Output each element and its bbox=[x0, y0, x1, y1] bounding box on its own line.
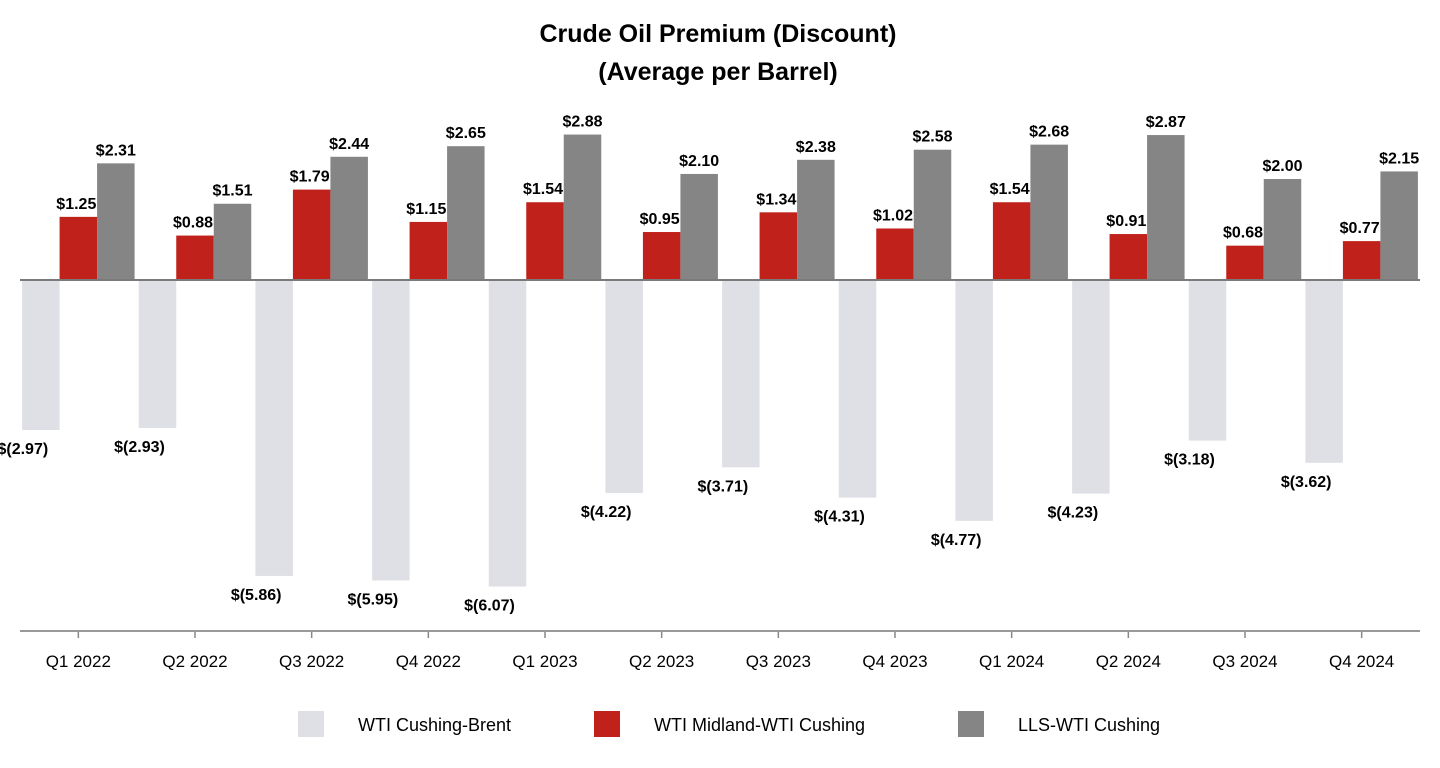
data-label: $1.54 bbox=[990, 181, 1030, 198]
data-label: $1.79 bbox=[290, 169, 330, 186]
bar-lls-wti-cushing bbox=[97, 163, 135, 280]
data-label: $(5.95) bbox=[347, 591, 398, 608]
bar-wti-midland-wti-cushing bbox=[292, 189, 331, 280]
data-label: $1.02 bbox=[873, 207, 913, 224]
data-label: $(3.71) bbox=[697, 478, 748, 495]
data-label: $2.31 bbox=[96, 142, 136, 159]
data-label: $(3.18) bbox=[1164, 452, 1215, 469]
data-label: $(4.77) bbox=[931, 532, 982, 549]
data-label: $(4.31) bbox=[814, 509, 865, 526]
data-label: $(4.22) bbox=[581, 504, 632, 521]
bar-wti-cushing-brent bbox=[22, 280, 60, 430]
bar-wti-cushing-brent bbox=[1305, 280, 1343, 463]
data-label: $0.95 bbox=[640, 211, 680, 228]
x-tick-label: Q2 2022 bbox=[162, 652, 227, 671]
bar-wti-midland-wti-cushing bbox=[876, 228, 914, 280]
bar-wti-midland-wti-cushing bbox=[992, 202, 1031, 280]
bar-wti-midland-wti-cushing bbox=[526, 202, 564, 280]
data-label: $1.54 bbox=[523, 181, 563, 198]
bar-lls-wti-cushing bbox=[1030, 144, 1068, 280]
data-label: $2.87 bbox=[1146, 114, 1186, 131]
bar-wti-midland-wti-cushing bbox=[642, 232, 681, 280]
x-tick-label: Q4 2024 bbox=[1329, 652, 1394, 671]
bar-wti-midland-wti-cushing bbox=[1109, 234, 1148, 280]
bar-wti-cushing-brent bbox=[1188, 280, 1227, 441]
x-tick-label: Q4 2023 bbox=[862, 652, 927, 671]
bar-lls-wti-cushing bbox=[913, 149, 952, 280]
bar-wti-cushing-brent bbox=[1072, 280, 1110, 494]
data-label: $(6.07) bbox=[464, 598, 515, 615]
bar-lls-wti-cushing bbox=[563, 134, 602, 280]
data-label: $(2.97) bbox=[0, 441, 48, 458]
x-tick-label: Q3 2022 bbox=[279, 652, 344, 671]
data-label: $2.44 bbox=[329, 136, 369, 153]
data-label: $2.38 bbox=[796, 139, 836, 156]
bar-wti-midland-wti-cushing bbox=[59, 216, 98, 280]
data-label: $1.51 bbox=[212, 183, 252, 200]
x-tick-label: Q4 2022 bbox=[396, 652, 461, 671]
x-tick-label: Q3 2024 bbox=[1212, 652, 1277, 671]
data-label: $0.91 bbox=[1106, 213, 1146, 230]
x-tick-label: Q3 2023 bbox=[746, 652, 811, 671]
legend-swatch bbox=[594, 711, 620, 737]
bar-lls-wti-cushing bbox=[680, 173, 718, 280]
data-label: $0.77 bbox=[1340, 220, 1380, 237]
data-label: $(2.93) bbox=[114, 439, 165, 456]
chart-title: Crude Oil Premium (Discount) bbox=[540, 20, 897, 48]
legend-label: WTI Midland-WTI Cushing bbox=[654, 715, 865, 735]
data-label: $2.65 bbox=[446, 125, 486, 142]
bar-wti-midland-wti-cushing bbox=[1226, 245, 1264, 280]
data-label: $1.15 bbox=[406, 201, 446, 218]
data-label: $(5.86) bbox=[231, 587, 282, 604]
data-label: $0.68 bbox=[1223, 225, 1263, 242]
data-label: $2.15 bbox=[1379, 150, 1419, 167]
bar-lls-wti-cushing bbox=[1263, 179, 1302, 280]
bar-wti-midland-wti-cushing bbox=[759, 212, 798, 280]
data-label: $1.34 bbox=[756, 191, 796, 208]
data-label: $2.68 bbox=[1029, 124, 1069, 141]
bar-wti-cushing-brent bbox=[372, 280, 410, 581]
x-tick-label: Q2 2023 bbox=[629, 652, 694, 671]
bar-wti-cushing-brent bbox=[488, 280, 527, 587]
bar-wti-cushing-brent bbox=[138, 280, 177, 428]
legend-label: WTI Cushing-Brent bbox=[358, 715, 511, 735]
bar-wti-cushing-brent bbox=[838, 280, 877, 498]
bar-lls-wti-cushing bbox=[447, 146, 485, 280]
bar-wti-cushing-brent bbox=[255, 280, 293, 576]
bar-lls-wti-cushing bbox=[1147, 135, 1185, 280]
legend-label: LLS-WTI Cushing bbox=[1018, 715, 1160, 735]
x-tick-label: Q2 2024 bbox=[1096, 652, 1161, 671]
data-label: $(4.23) bbox=[1047, 505, 1098, 522]
bar-wti-cushing-brent bbox=[722, 280, 760, 468]
legend-swatch bbox=[958, 711, 984, 737]
bar-wti-cushing-brent bbox=[955, 280, 993, 521]
bar-wti-cushing-brent bbox=[605, 280, 643, 494]
x-tick-label: Q1 2023 bbox=[512, 652, 577, 671]
bar-lls-wti-cushing bbox=[213, 203, 252, 280]
data-label: $2.00 bbox=[1262, 158, 1302, 175]
bar-wti-midland-wti-cushing bbox=[1342, 241, 1381, 280]
data-label: $2.88 bbox=[562, 114, 602, 131]
bar-lls-wti-cushing bbox=[1380, 171, 1418, 280]
bar-wti-midland-wti-cushing bbox=[176, 235, 214, 280]
data-label: $2.58 bbox=[912, 129, 952, 146]
bar-wti-midland-wti-cushing bbox=[409, 221, 448, 280]
legend-swatch bbox=[298, 711, 324, 737]
x-tick-label: Q1 2024 bbox=[979, 652, 1044, 671]
x-tick-label: Q1 2022 bbox=[46, 652, 111, 671]
bar-lls-wti-cushing bbox=[330, 156, 368, 280]
chart-subtitle: (Average per Barrel) bbox=[598, 58, 837, 86]
data-label: $0.88 bbox=[173, 215, 213, 232]
bar-lls-wti-cushing bbox=[797, 159, 835, 280]
data-label: $2.10 bbox=[679, 153, 719, 170]
data-label: $1.25 bbox=[56, 196, 96, 213]
data-label: $(3.62) bbox=[1281, 474, 1332, 491]
